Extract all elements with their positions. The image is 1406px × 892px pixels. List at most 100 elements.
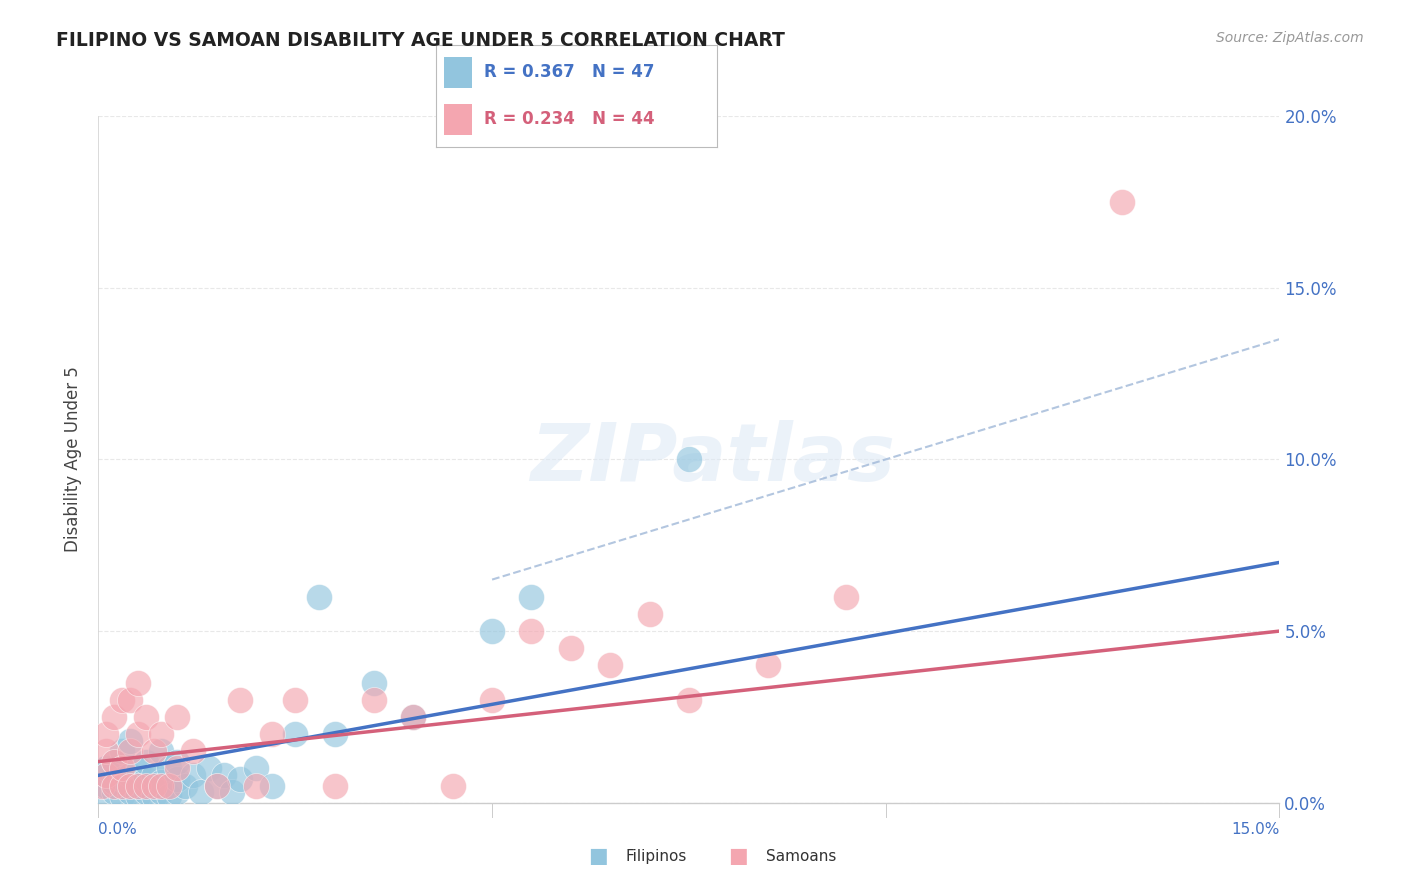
- Filipinos: [166, 785, 188, 799]
- Filipinos: [481, 624, 503, 639]
- Text: R = 0.234   N = 44: R = 0.234 N = 44: [484, 111, 654, 128]
- Filipinos: [229, 772, 252, 786]
- Samoans: [150, 779, 173, 793]
- Samoans: [166, 761, 188, 775]
- Samoans: [363, 692, 385, 706]
- Samoans: [441, 779, 464, 793]
- Text: Source: ZipAtlas.com: Source: ZipAtlas.com: [1216, 31, 1364, 45]
- Text: 15.0%: 15.0%: [1232, 822, 1279, 837]
- Filipinos: [96, 779, 118, 793]
- Filipinos: [221, 785, 243, 799]
- Samoans: [127, 675, 149, 690]
- Samoans: [835, 590, 858, 604]
- Samoans: [142, 779, 165, 793]
- Samoans: [103, 779, 125, 793]
- Filipinos: [111, 744, 134, 758]
- Samoans: [166, 710, 188, 724]
- Filipinos: [260, 779, 283, 793]
- Filipinos: [174, 779, 197, 793]
- Samoans: [111, 692, 134, 706]
- Filipinos: [150, 785, 173, 799]
- Filipinos: [118, 734, 141, 748]
- Filipinos: [166, 772, 188, 786]
- Samoans: [323, 779, 346, 793]
- Samoans: [678, 692, 700, 706]
- Text: R = 0.367   N = 47: R = 0.367 N = 47: [484, 63, 654, 81]
- Samoans: [638, 607, 661, 621]
- Filipinos: [135, 755, 157, 769]
- Text: Samoans: Samoans: [766, 849, 837, 863]
- Samoans: [756, 658, 779, 673]
- Samoans: [1111, 194, 1133, 209]
- Samoans: [118, 692, 141, 706]
- Samoans: [150, 727, 173, 741]
- Filipinos: [135, 785, 157, 799]
- Filipinos: [520, 590, 543, 604]
- Samoans: [599, 658, 621, 673]
- Samoans: [560, 641, 582, 656]
- Samoans: [91, 779, 114, 793]
- Filipinos: [150, 775, 173, 789]
- Samoans: [118, 744, 141, 758]
- Filipinos: [103, 785, 125, 799]
- Filipinos: [96, 761, 118, 775]
- Filipinos: [214, 768, 236, 782]
- Samoans: [111, 761, 134, 775]
- Samoans: [127, 779, 149, 793]
- Samoans: [245, 779, 267, 793]
- Samoans: [229, 692, 252, 706]
- Samoans: [135, 710, 157, 724]
- Filipinos: [190, 785, 212, 799]
- Samoans: [96, 744, 118, 758]
- Samoans: [127, 727, 149, 741]
- Filipinos: [150, 744, 173, 758]
- Samoans: [96, 768, 118, 782]
- Filipinos: [118, 785, 141, 799]
- Filipinos: [166, 755, 188, 769]
- Samoans: [205, 779, 228, 793]
- Filipinos: [118, 768, 141, 782]
- Samoans: [142, 744, 165, 758]
- Filipinos: [205, 779, 228, 793]
- Y-axis label: Disability Age Under 5: Disability Age Under 5: [65, 367, 83, 552]
- Filipinos: [135, 772, 157, 786]
- Filipinos: [111, 772, 134, 786]
- Filipinos: [142, 789, 165, 803]
- Samoans: [284, 692, 307, 706]
- Filipinos: [323, 727, 346, 741]
- Filipinos: [127, 761, 149, 775]
- Text: ■: ■: [588, 847, 607, 866]
- Text: Filipinos: Filipinos: [626, 849, 688, 863]
- Text: FILIPINO VS SAMOAN DISABILITY AGE UNDER 5 CORRELATION CHART: FILIPINO VS SAMOAN DISABILITY AGE UNDER …: [56, 31, 785, 50]
- Filipinos: [111, 789, 134, 803]
- Filipinos: [678, 452, 700, 467]
- Samoans: [402, 710, 425, 724]
- Filipinos: [96, 768, 118, 782]
- Filipinos: [103, 775, 125, 789]
- Samoans: [111, 779, 134, 793]
- Filipinos: [91, 785, 114, 799]
- Samoans: [181, 744, 204, 758]
- Text: ZIPatlas: ZIPatlas: [530, 420, 896, 499]
- Filipinos: [284, 727, 307, 741]
- Text: 0.0%: 0.0%: [98, 822, 138, 837]
- Text: ■: ■: [728, 847, 748, 866]
- Filipinos: [363, 675, 385, 690]
- Filipinos: [127, 789, 149, 803]
- Filipinos: [308, 590, 330, 604]
- Filipinos: [157, 789, 180, 803]
- Samoans: [260, 727, 283, 741]
- Samoans: [118, 779, 141, 793]
- Samoans: [135, 779, 157, 793]
- Filipinos: [245, 761, 267, 775]
- Samoans: [103, 755, 125, 769]
- Filipinos: [127, 779, 149, 793]
- Filipinos: [142, 768, 165, 782]
- Samoans: [103, 710, 125, 724]
- Filipinos: [181, 768, 204, 782]
- Filipinos: [197, 761, 219, 775]
- Samoans: [481, 692, 503, 706]
- Bar: [444, 104, 472, 135]
- Filipinos: [103, 755, 125, 769]
- Filipinos: [157, 761, 180, 775]
